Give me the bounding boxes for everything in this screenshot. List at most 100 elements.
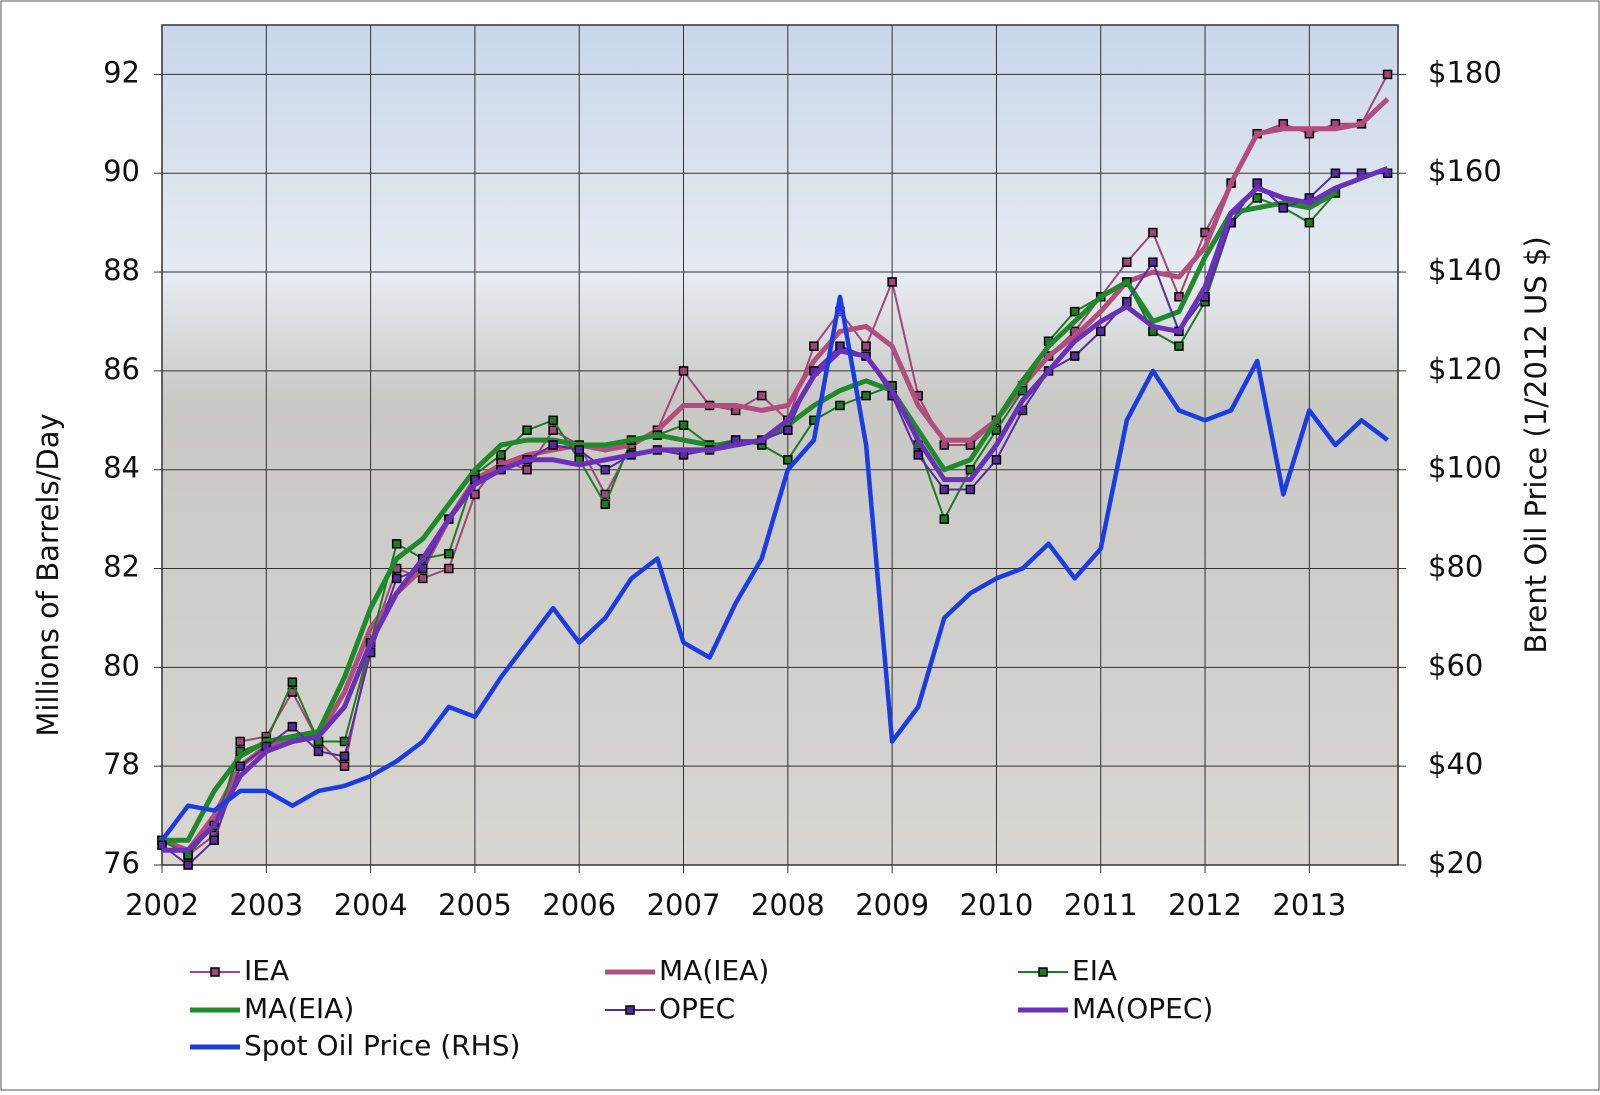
data-point (522, 425, 532, 435)
x-tick-label: 2007 (647, 888, 721, 922)
data-point (522, 464, 532, 475)
x-tick-label: 2006 (542, 888, 616, 922)
legend-label: MA(EIA) (244, 992, 354, 1025)
legend-label: OPEC (659, 992, 735, 1025)
data-point (1252, 193, 1262, 203)
y2-tick-label: $80 (1428, 550, 1483, 584)
y-tick-label: 86 (103, 352, 140, 386)
data-point (1382, 69, 1393, 80)
data-point (444, 548, 454, 559)
y2-axis-title: Brent Oil Price (1/2012 US $) (1519, 236, 1553, 653)
legend-label: MA(IEA) (659, 954, 769, 987)
legend-marker (625, 1005, 635, 1015)
y-tick-label: 84 (103, 451, 140, 485)
data-point (678, 420, 689, 430)
y2-tick-label: $140 (1428, 253, 1502, 287)
data-point (939, 484, 950, 495)
legend-marker (1038, 967, 1048, 977)
data-point (1330, 168, 1341, 178)
data-point (418, 563, 428, 574)
data-point (209, 835, 219, 846)
data-point (756, 390, 767, 401)
y2-tick-label: $160 (1428, 154, 1502, 188)
legend-label: EIA (1072, 954, 1117, 987)
data-point (574, 445, 584, 455)
data-point (783, 425, 793, 435)
data-point (339, 761, 350, 771)
x-tick-label: 2011 (1064, 888, 1138, 922)
data-point (235, 761, 245, 771)
data-point (1122, 257, 1132, 267)
legend-label: IEA (244, 954, 289, 987)
data-point (1278, 203, 1289, 213)
legend-marker (210, 967, 220, 977)
data-point (183, 860, 193, 870)
data-point (861, 341, 871, 351)
legend-label: Spot Oil Price (RHS) (244, 1029, 520, 1062)
x-tick-label: 2013 (1272, 888, 1346, 922)
data-point (991, 455, 1002, 465)
data-point (287, 721, 298, 732)
data-point (1095, 326, 1106, 337)
x-tick-label: 2004 (334, 888, 408, 922)
data-point (939, 514, 950, 524)
x-tick-label: 2008 (751, 888, 825, 922)
y-tick-label: 90 (103, 154, 140, 188)
x-tick-label: 2002 (125, 888, 199, 922)
data-point (861, 390, 871, 401)
data-point (548, 440, 558, 450)
data-point (391, 539, 402, 549)
data-point (1148, 257, 1158, 267)
data-point (1174, 292, 1184, 302)
data-point (965, 484, 976, 495)
data-point (391, 573, 402, 584)
y2-tick-label: $120 (1428, 352, 1502, 386)
data-point (418, 573, 428, 584)
y-tick-label: 82 (103, 550, 140, 584)
data-point (600, 499, 611, 510)
trend-line (160, 294, 1389, 842)
data-point (339, 751, 350, 762)
data-point (600, 464, 611, 475)
data-point (444, 563, 454, 574)
plot-border (161, 24, 1399, 866)
y2-tick-label: $40 (1428, 747, 1483, 781)
data-point (548, 415, 558, 426)
x-tick-label: 2012 (1168, 888, 1242, 922)
data-point (287, 677, 298, 687)
data-point (965, 464, 976, 475)
data-point (470, 489, 480, 500)
data-point (496, 450, 506, 460)
data-point (887, 277, 897, 287)
x-tick-label: 2010 (960, 888, 1034, 922)
data-point (548, 425, 558, 435)
data-point (235, 736, 245, 747)
data-point (835, 400, 845, 411)
data-point (678, 366, 689, 376)
data-point (1069, 306, 1080, 317)
data-point (809, 341, 819, 351)
x-tick-label: 2003 (229, 888, 303, 922)
legend-label: MA(OPEC) (1072, 992, 1213, 1025)
data-point (913, 450, 923, 460)
data-point (1174, 341, 1184, 351)
y-tick-label: 78 (103, 747, 140, 781)
y2-tick-label: $180 (1428, 55, 1502, 89)
x-tick-label: 2005 (438, 888, 512, 922)
y-tick-label: 80 (103, 648, 140, 682)
trend-line (162, 165, 1389, 853)
y-tick-label: 92 (103, 55, 140, 89)
data-point (1148, 227, 1158, 238)
y-axis-title: Millions of Barrels/Day (31, 413, 65, 736)
y2-tick-label: $60 (1428, 648, 1483, 682)
data-point (783, 455, 793, 465)
y-tick-label: 88 (103, 253, 140, 287)
data-point (313, 746, 324, 757)
y2-tick-label: $100 (1428, 451, 1502, 485)
y2-tick-label: $20 (1428, 846, 1483, 880)
x-tick-label: 2009 (855, 888, 929, 922)
data-point (1069, 351, 1080, 361)
